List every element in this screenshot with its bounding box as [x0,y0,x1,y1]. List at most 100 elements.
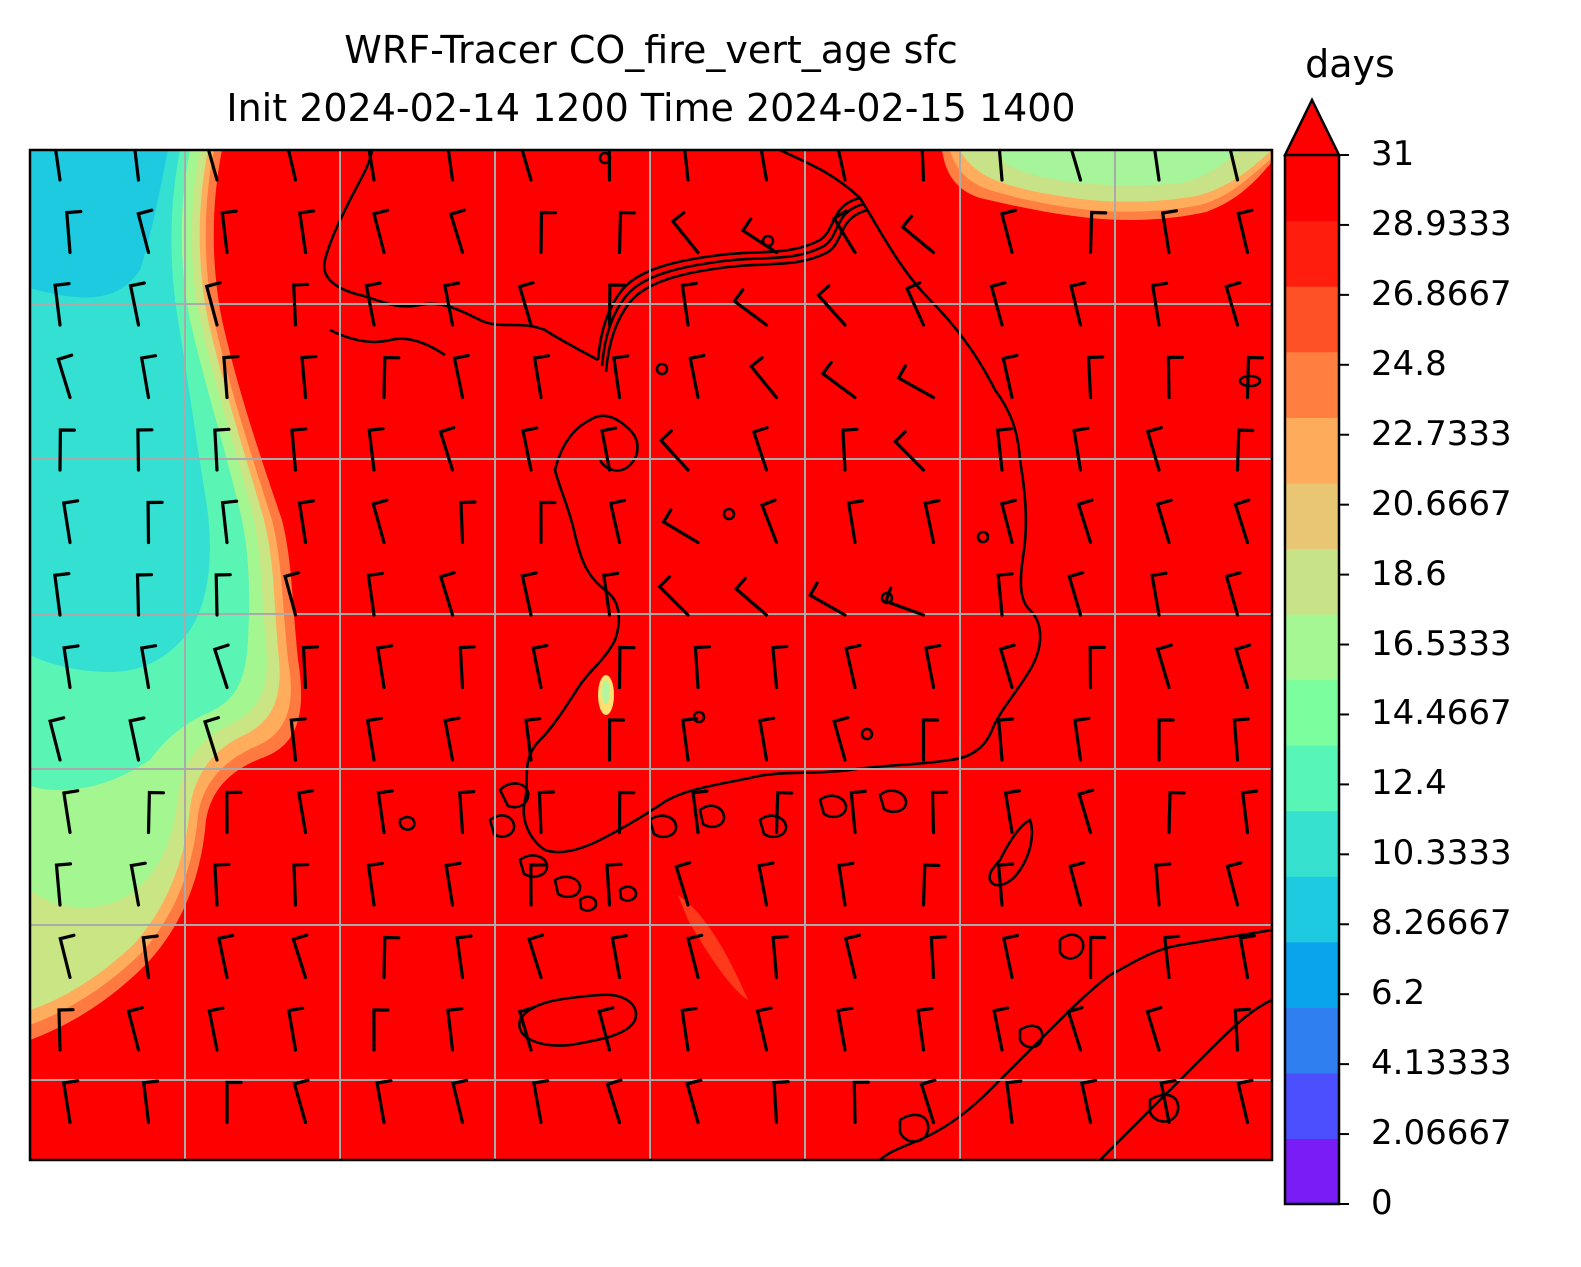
wind-barb [1236,208,1254,255]
wind-barb [520,571,538,617]
wind-barb [61,499,80,545]
wind-barb [446,150,455,182]
wind-barb [755,1006,773,1052]
wind-barb [375,644,394,690]
colorbar-tick-label: 16.5333 [1371,623,1512,664]
wind-barb [521,426,539,472]
wind-barb [1224,281,1242,327]
wind-barb [527,933,545,980]
wind-barb [740,217,779,255]
wind-barb [1153,150,1161,182]
wind-barb [605,862,623,907]
wind-barb [297,209,316,255]
wind-barb [537,790,555,835]
wind-barb [1157,718,1175,762]
wind-barb [816,284,847,327]
colorbar-tick-label: 22.7333 [1371,413,1512,454]
wind-barb [758,716,776,762]
wind-barb [444,861,462,907]
colorbar-segment [1285,1007,1339,1074]
wind-barb [1224,571,1242,617]
wind-barb [1145,426,1163,472]
wind-barb [128,281,146,327]
colorbar-segment [1285,613,1339,681]
wind-barb [58,933,76,980]
wind-barb [831,209,857,255]
wind-barb [300,354,318,400]
wind-barb [771,644,789,690]
wind-barb [220,209,238,255]
wind-barb [693,645,711,690]
wind-barb [290,427,308,472]
wind-barb [1225,861,1243,907]
wind-barb [612,354,630,400]
wind-barb [532,354,550,400]
wind-barb [1154,862,1172,907]
wind-barb [283,571,301,617]
wind-barb [1072,426,1090,472]
wind-barb [65,209,83,255]
colorbar-segment [1285,155,1339,222]
wind-barb [759,150,769,182]
wind-barb [136,428,154,472]
wind-barb [930,790,949,835]
colorbar-segment [1285,220,1339,287]
wind-barb [1068,861,1086,907]
wind-barb [57,1008,75,1052]
colorbar-unit-label: days [1305,42,1395,86]
wind-barb [997,150,1004,182]
colorbar-frame [1283,155,1341,1206]
wind-barb [670,211,700,255]
wind-barb [48,716,66,762]
wind-barb [808,581,847,617]
wind-barb [292,862,310,907]
wind-barb [207,1006,225,1052]
south-korea-islands [578,789,908,912]
wind-barb [62,789,80,835]
wind-barb [924,644,942,690]
wind-barb [617,790,636,835]
colorbar-tick-label: 26.8667 [1371,273,1512,314]
wind-barb [292,1078,310,1125]
map-title-line1: WRF-Tracer CO_fire_vert_age sfc [344,28,958,72]
wind-barb [852,1080,870,1125]
wind-barb [204,281,222,327]
wind-barb [923,498,941,545]
wind-barb [382,935,401,980]
wind-barb [139,354,158,400]
wind-barb [674,861,692,907]
colorbar-tick-label: 24.8 [1371,343,1447,384]
wind-barb [999,498,1017,545]
colorbar-tick-label: 6.2 [1371,973,1426,1014]
wind-barb [202,716,220,762]
wind-barb [685,1078,703,1125]
jeju-island [518,993,638,1047]
wind-barb [998,643,1016,690]
wind-barb [607,150,612,182]
colorbar-segment [1285,1138,1339,1205]
wind-barb [214,573,232,617]
wind-barb [520,150,533,182]
map-plot-area [30,150,1272,1160]
map-frame [28,148,1274,1162]
wind-barb [135,573,154,617]
wind-barb [366,571,384,617]
wind-barb [296,789,315,835]
wind-barb [1233,498,1251,545]
wind-barb [617,210,637,255]
wind-barb [1001,933,1020,980]
wind-barb [1088,210,1108,255]
wind-barb [883,586,926,617]
wind-barb [929,935,947,980]
wind-barb [608,498,626,545]
wind-barb [920,150,926,182]
wind-barb [1066,1006,1084,1052]
wind-barb [760,498,779,545]
wind-barb [607,718,626,762]
wind-barb [366,861,384,907]
wind-barb [206,150,219,182]
colorbar-segment [1285,679,1339,746]
wind-barb [458,645,476,690]
wind-barb [539,500,557,545]
